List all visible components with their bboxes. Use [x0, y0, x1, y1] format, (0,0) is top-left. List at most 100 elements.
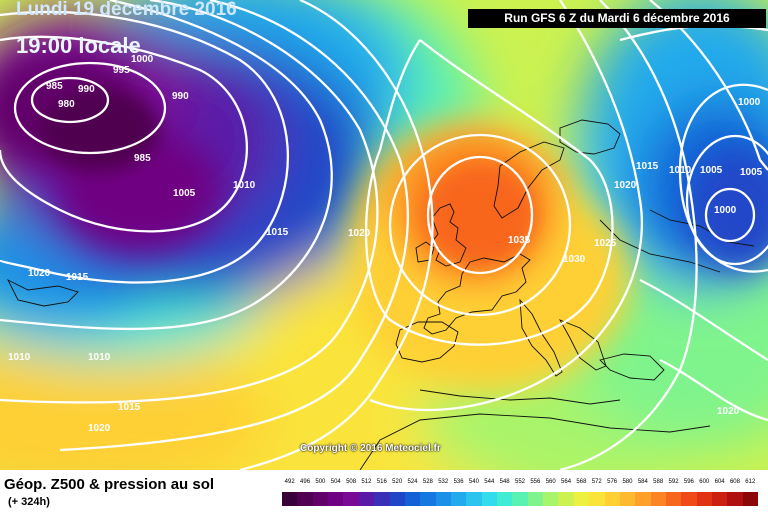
geopotential-map: 985 980 990 995 1000 990 985 1005 1010 1… — [0, 0, 768, 470]
color-scale-swatch — [681, 492, 697, 506]
isobar-label: 995 — [113, 65, 130, 76]
isobar-label: 1020 — [614, 180, 637, 191]
color-scale-swatch — [650, 492, 666, 506]
copyright-label: Copyright © 2016 Meteociel.fr — [300, 443, 441, 454]
color-scale-swatch — [497, 492, 513, 506]
isobar-label: 1010 — [88, 352, 111, 363]
valid-time-title: 19:00 locale — [16, 33, 141, 58]
isobar-label: 1000 — [738, 97, 761, 108]
color-scale-tick: 536 — [453, 479, 464, 485]
color-scale-tick: 572 — [591, 479, 602, 485]
color-scale-swatch — [358, 492, 375, 506]
isobar-label: 1000 — [131, 54, 154, 65]
isobar-label: 1010 — [8, 352, 31, 363]
color-scale-swatch — [742, 492, 759, 506]
color-scale-tick: 512 — [361, 479, 372, 485]
isobar-label: 1025 — [594, 238, 617, 249]
color-scale-tick: 496 — [300, 479, 311, 485]
color-scale-tick: 612 — [745, 479, 756, 485]
isobar-label: 1015 — [118, 402, 141, 413]
color-scale-swatch — [389, 492, 405, 506]
color-scale-swatch — [712, 492, 728, 506]
isobar-label: 990 — [78, 84, 95, 95]
color-scale-tick: 568 — [576, 479, 587, 485]
color-scale-swatch — [558, 492, 574, 506]
color-scale-swatch — [543, 492, 559, 506]
isobar-label: 1035 — [508, 235, 531, 246]
color-scale-tick: 556 — [530, 479, 541, 485]
color-scale-swatch — [727, 492, 743, 506]
isobar-label: 1000 — [714, 205, 737, 216]
color-scale-swatch — [512, 492, 528, 506]
color-scale-tick: 592 — [668, 479, 679, 485]
isobar-label: 985 — [46, 81, 63, 92]
isobar-label: 1020 — [717, 406, 740, 417]
color-scale-tick: 528 — [422, 479, 433, 485]
color-scale-tick: 552 — [514, 479, 526, 485]
color-scale-swatch — [435, 492, 451, 506]
color-scale-ticks: 492 496 500 504 508 512 516 520 524 528 532 536 540 5… — [282, 479, 758, 490]
color-scale-tick: 516 — [376, 479, 387, 485]
color-scale-tick: 576 — [607, 479, 618, 485]
isobar-label: 1015 — [66, 272, 89, 283]
isobar-label: 1010 — [233, 180, 256, 191]
isobar-label: 1005 — [700, 165, 723, 176]
isobar-label: 1020 — [88, 423, 111, 434]
color-scale-swatch — [527, 492, 544, 506]
color-scale-swatch — [374, 492, 390, 506]
color-scale-tick: 524 — [407, 479, 418, 485]
color-scale-tick: 540 — [468, 479, 479, 485]
color-scale-swatch — [573, 492, 590, 506]
color-scale-swatch — [450, 492, 467, 506]
color-scale-tick: 564 — [561, 479, 572, 485]
color-scale-tick: 500 — [315, 479, 326, 485]
color-scale-swatch — [481, 492, 498, 506]
model-run-label: Run GFS 6 Z du Mardi 6 décembre 2016 — [468, 9, 766, 28]
color-scale-tick: 532 — [438, 479, 449, 485]
isobar-label: 985 — [134, 153, 151, 164]
color-scale-swatch — [297, 492, 313, 506]
isobar-labels: 985 980 990 995 1000 990 985 1005 1010 1… — [8, 54, 763, 434]
color-scale-swatch — [589, 492, 605, 506]
color-scale-tick: 560 — [545, 479, 556, 485]
valid-date-title: Lundi 19 décembre 2016 — [16, 0, 237, 20]
color-scale-swatch — [604, 492, 620, 506]
color-scale-tick: 492 — [284, 479, 295, 485]
isobar-label: 1005 — [173, 188, 196, 199]
isobar-label: 1015 — [266, 227, 289, 238]
color-scale-swatch — [635, 492, 651, 506]
color-scale-swatch — [665, 492, 682, 506]
color-scale-swatch — [466, 492, 482, 506]
color-scale-tick: 544 — [484, 479, 495, 485]
color-scale-swatch — [404, 492, 421, 506]
color-scale-tick: 600 — [699, 479, 710, 485]
color-scale-tick: 584 — [637, 479, 648, 485]
color-scale-tick: 520 — [392, 479, 403, 485]
legend-panel: Géop. Z500 & pression au sol (+ 324h) 49… — [0, 470, 768, 512]
isobar-label: 1020 — [28, 268, 51, 279]
isobar-label: 1030 — [563, 254, 586, 265]
color-scale-swatch — [343, 492, 359, 506]
color-scale-tick: 588 — [653, 479, 664, 485]
color-scale-swatch — [420, 492, 436, 506]
coastlines — [6, 119, 755, 470]
field-core — [40, 90, 535, 265]
color-scale-swatch — [328, 492, 344, 506]
color-scale: 492 496 500 504 508 512 516 520 524 528 532 536 540 5… — [282, 479, 759, 506]
color-scale-swatch — [619, 492, 636, 506]
color-scale-tick: 508 — [346, 479, 357, 485]
isobar-label: 1015 — [636, 161, 659, 172]
isobar-label: 980 — [58, 99, 75, 110]
forecast-step: (+ 324h) — [8, 496, 50, 508]
product-title: Géop. Z500 & pression au sol — [4, 476, 215, 493]
color-scale-swatch — [282, 492, 298, 506]
color-scale-tick: 604 — [714, 479, 725, 485]
color-scale-swatch — [312, 492, 329, 506]
color-scale-bar — [282, 492, 759, 506]
color-scale-tick: 596 — [683, 479, 694, 485]
isobar-label: 990 — [172, 91, 189, 102]
isobar-label: 1010 — [669, 165, 692, 176]
color-scale-tick: 548 — [499, 479, 510, 485]
color-scale-swatch — [696, 492, 713, 506]
